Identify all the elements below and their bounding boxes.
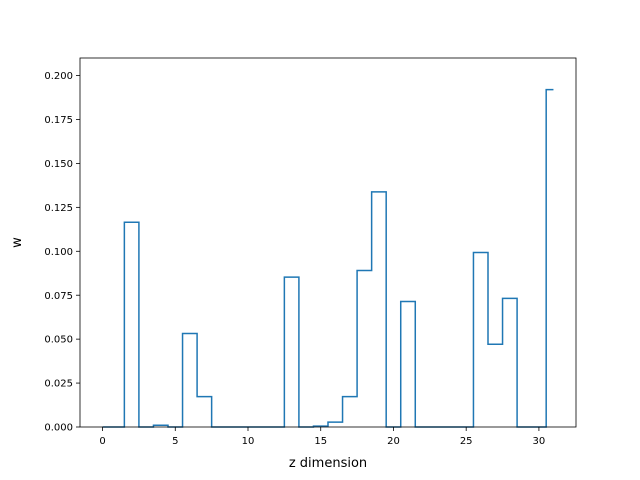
x-tick-label: 10: [242, 436, 255, 447]
x-axis-label: z dimension: [289, 456, 367, 471]
x-axis-ticks: 0 5 10 15 20 25 30: [99, 427, 545, 447]
x-tick-label: 20: [387, 436, 400, 447]
y-tick-label: 0.100: [44, 247, 73, 258]
x-tick-label: 0: [99, 436, 105, 447]
x-tick-label: 30: [533, 436, 546, 447]
axes-frame: [79, 57, 577, 428]
y-tick-label: 0.125: [44, 203, 73, 214]
y-tick-label: 0.050: [44, 335, 73, 346]
y-axis-ticks: 0.000 0.025 0.050 0.075 0.100 0.125 0.150 0.175…: [44, 71, 80, 434]
y-tick-label: 0.200: [44, 71, 73, 82]
y-axis-label: w: [10, 237, 25, 248]
x-tick-label: 15: [314, 436, 327, 447]
y-tick-label: 0.000: [44, 423, 73, 434]
y-tick-label: 0.025: [44, 379, 73, 390]
plot-area: [80, 58, 576, 427]
y-tick-label: 0.175: [44, 115, 73, 126]
y-tick-label: 0.150: [44, 159, 73, 170]
x-tick-label: 5: [172, 436, 178, 447]
y-tick-label: 0.075: [44, 291, 73, 302]
x-tick-label: 25: [460, 436, 473, 447]
